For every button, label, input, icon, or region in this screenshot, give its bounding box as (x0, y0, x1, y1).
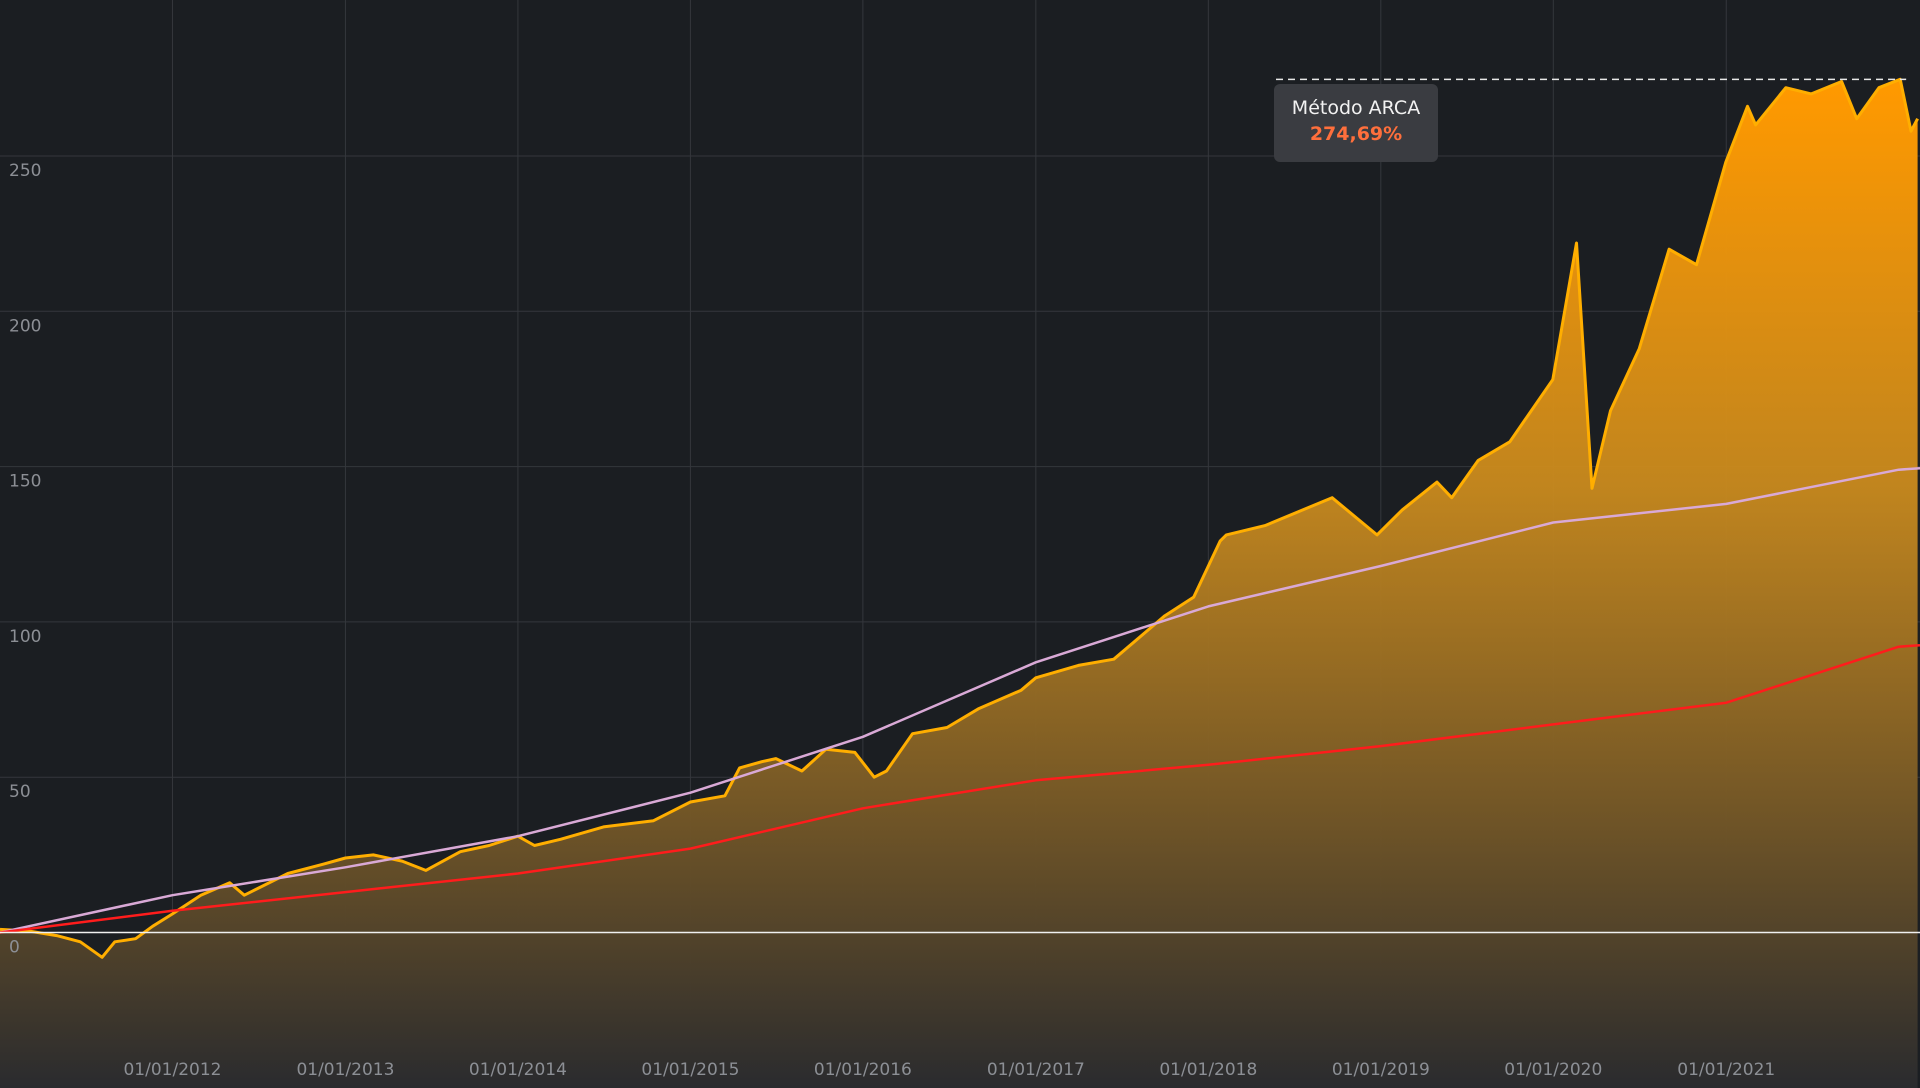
x-axis-ticks: 01/01/2012 01/01/2013 01/01/2014 01/01/2015… (123, 1060, 1775, 1080)
y-tick-label: 50 (9, 782, 31, 802)
y-axis-ticks: 0 50 100 150 200 250 (9, 161, 41, 958)
x-tick-label: 01/01/2018 (1159, 1060, 1257, 1080)
x-tick-label: 01/01/2015 (641, 1060, 739, 1080)
y-tick-label: 100 (9, 627, 41, 647)
x-tick-label: 01/01/2017 (987, 1060, 1085, 1080)
x-tick-label: 01/01/2021 (1677, 1060, 1775, 1080)
series-line-red (0, 643, 1920, 934)
x-tick-label: 01/01/2020 (1504, 1060, 1602, 1080)
x-tick-label: 01/01/2013 (296, 1060, 394, 1080)
tooltip-value: 274,69% (1309, 123, 1403, 145)
y-tick-label: 150 (9, 472, 41, 492)
tooltip-series-name: Método ARCA (1291, 97, 1421, 119)
y-tick-label: 200 (9, 316, 41, 336)
series-line-lilac (0, 466, 1920, 934)
series-lines-layer (0, 77, 1920, 959)
y-tick-label: 0 (9, 938, 20, 958)
y-tick-label: 250 (9, 161, 41, 181)
x-tick-label: 01/01/2016 (814, 1060, 912, 1080)
series-area-layer (0, 79, 1918, 1088)
x-tick-label: 01/01/2014 (469, 1060, 567, 1080)
x-tick-label: 01/01/2019 (1332, 1060, 1430, 1080)
x-tick-label: 01/01/2012 (123, 1060, 221, 1080)
peak-tooltip: Método ARCA 274,69% (1274, 84, 1438, 162)
series-area-arca (0, 79, 1918, 1088)
